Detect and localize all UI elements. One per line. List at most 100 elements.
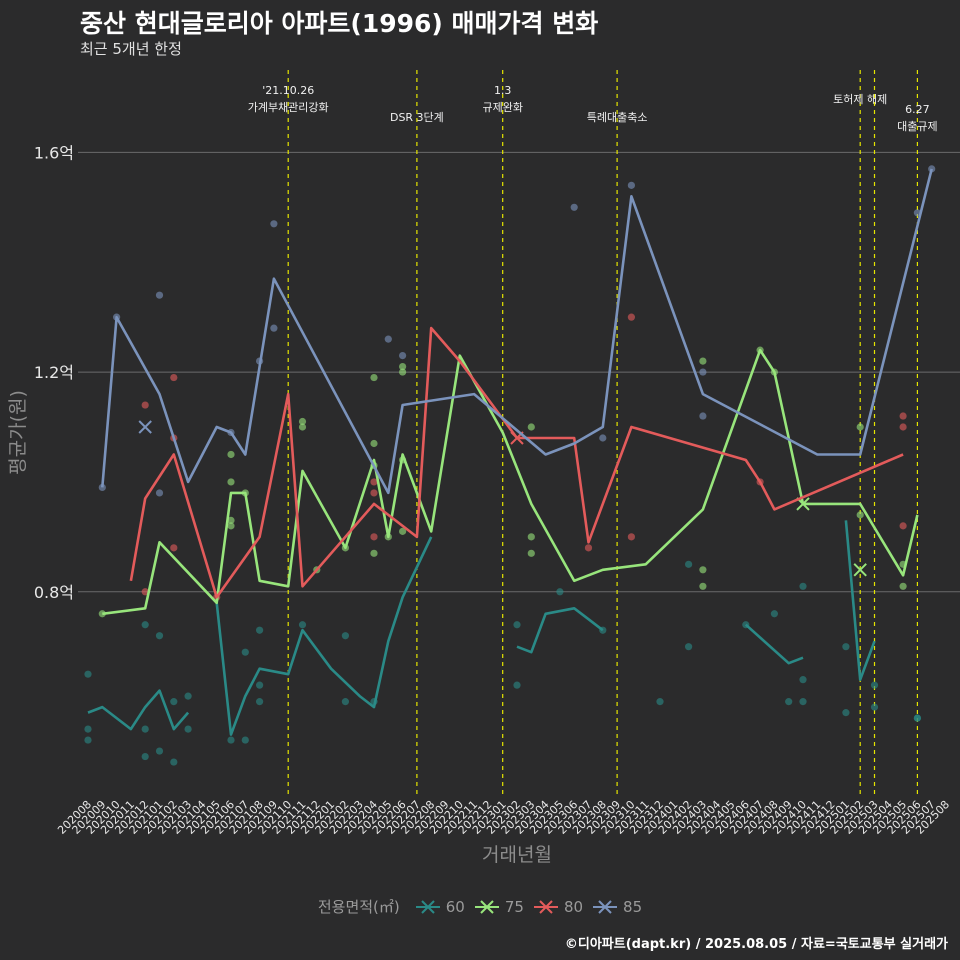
data-point-75 (227, 522, 235, 530)
data-point-75 (399, 527, 407, 535)
data-point-60 (256, 681, 264, 689)
data-point-75 (370, 373, 378, 382)
legend-label-75: 75 (504, 897, 524, 916)
data-point-60 (770, 610, 779, 618)
series-line-60 (516, 607, 604, 654)
data-point-60 (656, 698, 664, 706)
data-point-80 (141, 588, 149, 596)
data-point-80 (899, 423, 907, 431)
legend-item-60: 60 (415, 897, 465, 916)
annotation-label: '21.10.26 가계부채관리강화 (248, 84, 329, 114)
data-point-60 (184, 692, 192, 700)
series-line-85 (101, 168, 933, 495)
data-point-75 (370, 439, 378, 448)
data-point-85 (570, 203, 578, 211)
data-point-60 (341, 632, 349, 640)
data-point-75 (899, 582, 907, 590)
series-line-80 (129, 326, 904, 599)
data-point-75 (699, 357, 707, 365)
legend-label-80: 80 (563, 897, 584, 916)
data-point-80 (170, 373, 178, 382)
data-point-60 (341, 698, 349, 706)
data-point-60 (685, 560, 693, 568)
data-point-80 (899, 412, 907, 420)
data-point-80 (899, 522, 907, 530)
data-point-75 (298, 423, 307, 431)
data-point-80 (170, 544, 178, 552)
legend-item-85: 85 (593, 898, 642, 916)
data-point-75 (227, 516, 235, 524)
data-point-60 (256, 698, 264, 706)
legend-key-60-icon (415, 899, 440, 914)
legend-title: 전용면적(㎡) (317, 898, 400, 916)
data-point-75 (370, 549, 378, 557)
annotation-label: 특례대출축소 (587, 111, 648, 124)
data-point-85 (599, 434, 607, 442)
y-tick-label: 0.8억 (34, 583, 74, 602)
data-point-60 (842, 643, 850, 651)
data-point-60 (141, 621, 149, 629)
cross-marker-85 (138, 420, 152, 434)
data-point-85 (98, 483, 106, 492)
data-point-80 (370, 478, 378, 486)
data-point-80 (141, 401, 149, 409)
data-point-60 (141, 752, 149, 761)
data-point-75 (298, 417, 307, 426)
data-point-85 (384, 335, 392, 343)
legend-label-60: 60 (445, 897, 465, 916)
data-point-60 (227, 736, 235, 744)
series-line-60 (744, 623, 804, 665)
chart-subtitle: 최근 5개년 한정 (80, 40, 182, 58)
legend-label-85: 85 (623, 897, 643, 916)
data-point-60 (170, 758, 178, 766)
data-point-60 (184, 725, 192, 733)
data-point-60 (155, 632, 164, 640)
data-point-60 (842, 709, 850, 717)
data-point-60 (84, 670, 92, 678)
data-point-60 (799, 582, 807, 590)
data-point-85 (399, 352, 407, 360)
data-point-60 (685, 643, 693, 651)
data-point-80 (370, 533, 378, 541)
data-point-60 (170, 698, 178, 706)
data-point-60 (241, 736, 249, 744)
data-point-85 (270, 324, 278, 332)
legend-item-80: 80 (533, 897, 584, 916)
data-point-80 (370, 489, 378, 497)
data-point-60 (799, 698, 807, 706)
data-point-85 (928, 165, 936, 173)
data-point-85 (699, 412, 707, 420)
series-line-75 (102, 348, 919, 616)
annotation-label: 6.27 대출규제 (897, 103, 937, 133)
legend-key-80-icon (533, 899, 558, 914)
legend-key-75-icon (474, 899, 499, 914)
annotation-label: 1.3 규제완화 (482, 84, 522, 114)
annotation-label: 토허제 해제 (833, 92, 887, 106)
data-point-60 (84, 725, 92, 733)
data-point-75 (399, 368, 407, 376)
data-point-60 (84, 736, 92, 744)
data-point-85 (627, 181, 636, 189)
data-point-80 (627, 533, 636, 541)
legend-item-75: 75 (474, 897, 524, 916)
data-point-85 (155, 489, 164, 497)
data-point-60 (870, 703, 879, 711)
data-point-75 (227, 478, 235, 486)
x-axis-title: 거래년월 (482, 844, 552, 866)
legend: 전용면적(㎡) 60 75 80 85 (0, 896, 960, 917)
data-point-75 (527, 549, 535, 557)
series-line-60 (215, 536, 433, 736)
data-point-60 (785, 698, 793, 706)
data-point-80 (627, 313, 636, 321)
legend-key-85-icon (593, 899, 618, 914)
data-point-60 (913, 714, 922, 722)
data-point-75 (527, 423, 535, 431)
data-point-60 (870, 681, 879, 689)
data-point-75 (856, 511, 864, 519)
data-point-60 (155, 747, 164, 755)
data-point-75 (227, 450, 235, 459)
data-point-75 (699, 582, 707, 590)
data-point-60 (556, 588, 564, 596)
data-point-60 (241, 648, 249, 656)
